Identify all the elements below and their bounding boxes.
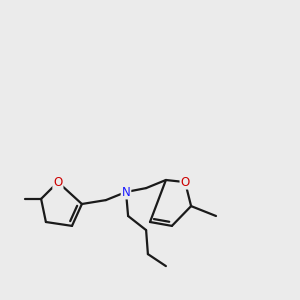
Text: O: O <box>181 176 190 189</box>
Text: O: O <box>53 176 62 189</box>
Text: N: N <box>122 185 130 199</box>
